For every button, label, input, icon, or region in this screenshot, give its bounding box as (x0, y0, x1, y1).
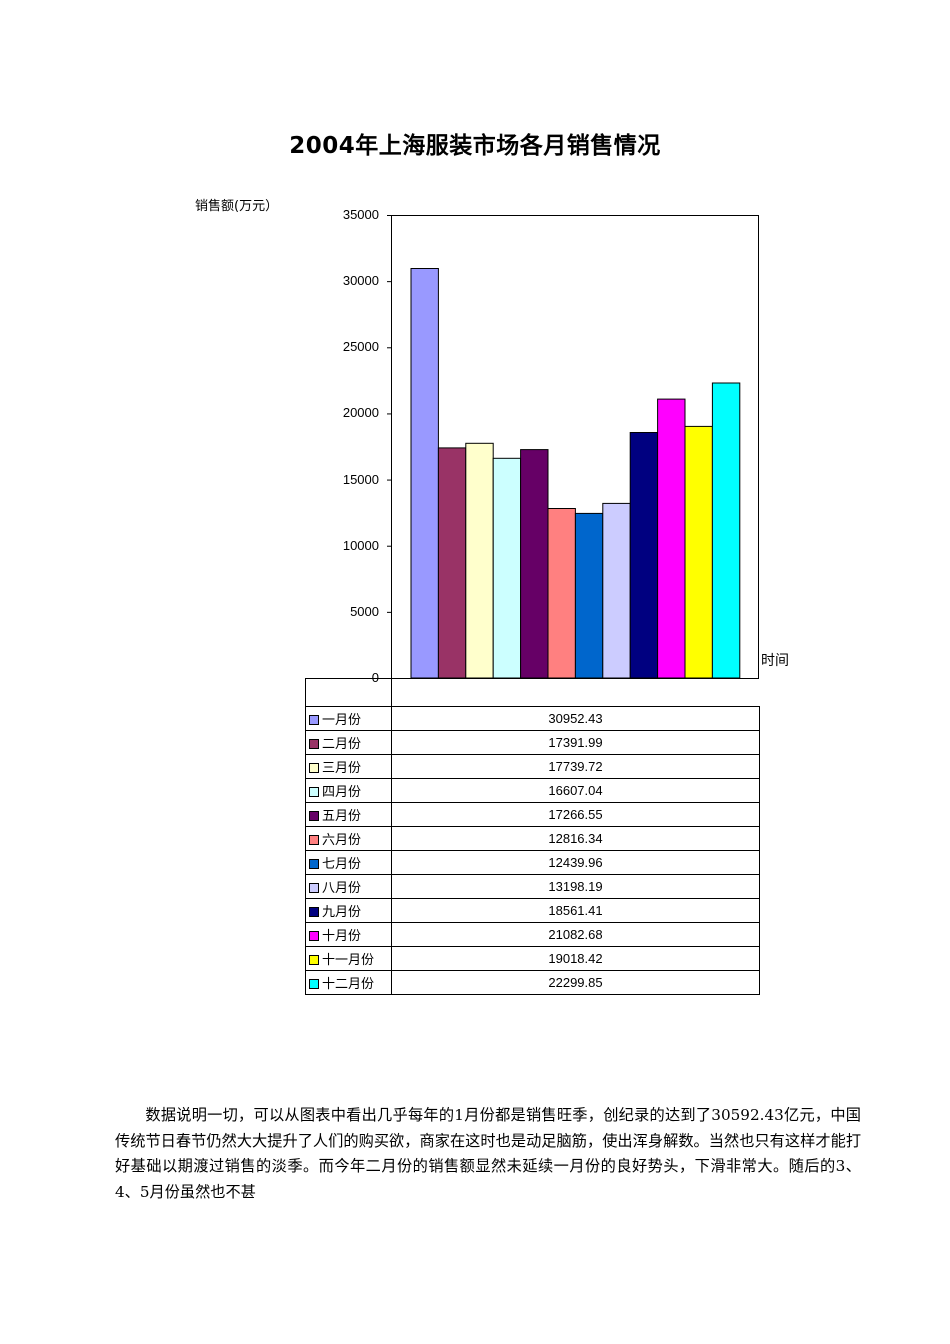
legend-swatch (309, 906, 319, 917)
table-row: 十一月份 19018.42 (305, 946, 760, 971)
y-tick-label: 0 (371, 670, 379, 685)
value-label: 30952.43 (391, 706, 760, 731)
category-label: 九月份 (322, 905, 362, 920)
value-label: 22299.85 (391, 970, 760, 995)
category-label: 十一月份 (322, 953, 375, 968)
value-label: 19018.42 (391, 946, 760, 971)
value-label: 12816.34 (391, 826, 760, 851)
bar-5 (520, 449, 549, 679)
legend-cell: 四月份 (305, 778, 392, 803)
table-row: 一月份 30952.43 (305, 706, 760, 731)
value-label: 12439.96 (391, 850, 760, 875)
chart-title: 2004年上海服装市场各月销售情况 (289, 133, 661, 159)
data-table: 一月份 30952.43 二月份 17391.99 三月份 17739.72 四月份 1660… (305, 706, 760, 995)
category-label: 二月份 (322, 737, 362, 752)
y-tick-label: 10000 (342, 537, 379, 553)
category-label: 五月份 (322, 809, 362, 824)
table-row: 九月份 18561.41 (305, 898, 760, 923)
value-label: 17739.72 (391, 754, 760, 779)
legend-swatch (309, 834, 319, 845)
value-label: 13198.19 (391, 874, 760, 899)
legend-swatch (309, 882, 319, 893)
legend-cell: 十一月份 (305, 946, 392, 971)
category-label: 一月份 (322, 713, 362, 728)
bar-1 (410, 268, 439, 679)
bar-2 (437, 447, 467, 679)
category-label: 三月份 (322, 761, 362, 776)
y-axis-label: 销售额(万元） (195, 199, 279, 214)
category-label: 八月份 (322, 881, 362, 896)
legend-cell: 九月份 (305, 898, 392, 923)
legend-cell: 三月份 (305, 754, 392, 779)
legend-swatch (309, 978, 319, 989)
x-axis-label: 时间 (761, 653, 789, 669)
legend-swatch (309, 738, 319, 749)
legend-swatch (309, 762, 319, 773)
category-label: 十月份 (322, 929, 362, 944)
table-row: 三月份 17739.72 (305, 754, 760, 779)
legend-swatch (309, 858, 319, 869)
table-row: 四月份 16607.04 (305, 778, 760, 803)
y-tick-label: 15000 (342, 471, 379, 487)
table-row: 十月份 21082.68 (305, 922, 760, 947)
table-row: 二月份 17391.99 (305, 730, 760, 755)
category-label: 七月份 (322, 857, 362, 872)
category-label: 四月份 (322, 785, 362, 800)
category-label: 六月份 (322, 833, 362, 848)
legend-swatch (309, 930, 319, 941)
bar-7 (574, 512, 604, 679)
table-row: 十二月份 22299.85 (305, 970, 760, 995)
legend-swatch (309, 810, 319, 821)
y-tick-label: 30000 (342, 273, 379, 289)
body-paragraph: 数据说明一切，可以从图表中看出几乎每年的1月份都是销售旺季，创纪录的达到了305… (115, 1103, 861, 1205)
value-label: 21082.68 (391, 922, 760, 947)
value-label: 17391.99 (391, 730, 760, 755)
bar-3 (465, 442, 494, 679)
table-row: 七月份 12439.96 (305, 850, 760, 875)
value-label: 17266.55 (391, 802, 760, 827)
y-tick-label: 25000 (342, 339, 379, 355)
y-tick-label: 35000 (342, 207, 379, 222)
table-row: 八月份 13198.19 (305, 874, 760, 899)
value-label: 18561.41 (391, 898, 760, 923)
legend-cell: 十二月份 (305, 970, 392, 995)
legend-cell: 六月份 (305, 826, 392, 851)
bar-12 (711, 382, 741, 679)
category-label: 十二月份 (322, 977, 375, 992)
bar-8 (602, 502, 631, 679)
legend-cell: 八月份 (305, 874, 392, 899)
legend-cell: 二月份 (305, 730, 392, 755)
table-row: 六月份 12816.34 (305, 826, 760, 851)
y-tick-label: 5000 (350, 603, 379, 619)
bar-10 (657, 398, 686, 679)
bar-4 (492, 457, 522, 679)
legend-cell: 七月份 (305, 850, 392, 875)
value-label: 16607.04 (391, 778, 760, 803)
legend-swatch (309, 786, 319, 797)
bar-9 (629, 432, 659, 679)
legend-cell: 一月份 (305, 706, 392, 731)
y-tick-label: 20000 (342, 405, 379, 421)
bar-11 (684, 425, 713, 679)
table-row: 五月份 17266.55 (305, 802, 760, 827)
bars-group (410, 268, 741, 679)
legend-swatch (309, 954, 319, 965)
legend-swatch (309, 714, 319, 725)
bar-6 (547, 508, 576, 679)
paragraph-text: 数据说明一切，可以从图表中看出几乎每年的1月份都是销售旺季，创纪录的达到了305… (115, 1106, 861, 1201)
legend-cell: 五月份 (305, 802, 392, 827)
legend-cell: 十月份 (305, 922, 392, 947)
